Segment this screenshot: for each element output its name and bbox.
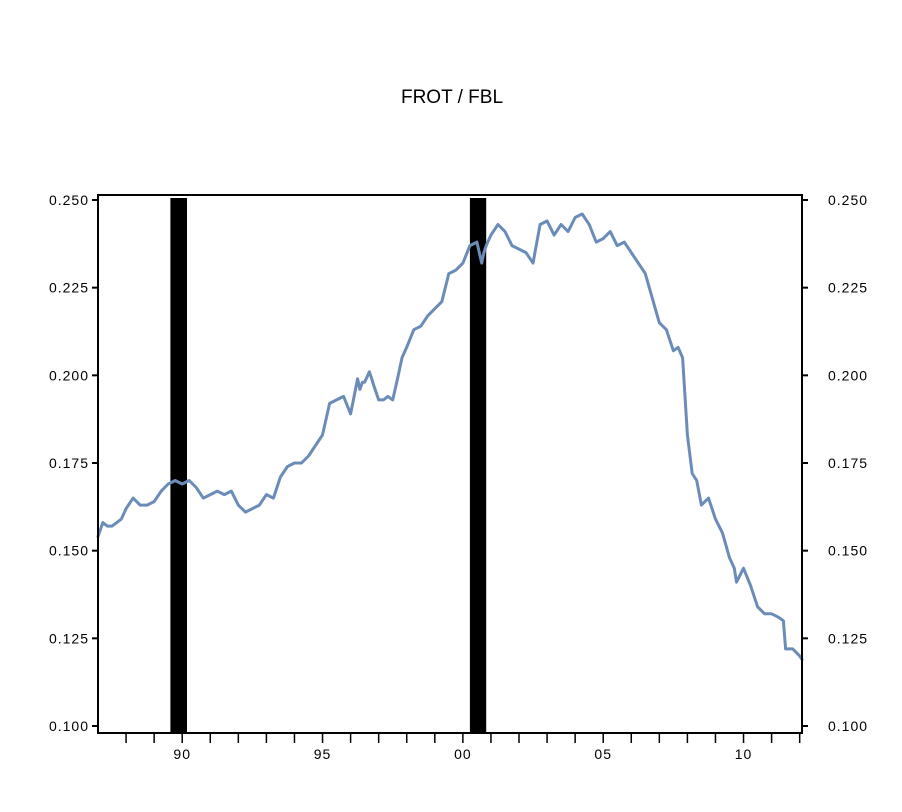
- chart-title: FROT / FBL: [401, 87, 503, 108]
- y-tick-label-right: 0.150: [828, 543, 868, 559]
- x-tick-label: 00: [454, 746, 472, 762]
- shaded-period-2: [469, 198, 487, 732]
- y-tick-label-left: 0.150: [49, 543, 89, 559]
- y-tick-label-right: 0.100: [828, 718, 868, 734]
- y-tick-label-left: 0.225: [49, 280, 89, 296]
- y-tick-label-left: 0.175: [49, 455, 89, 471]
- x-tick-label: 10: [735, 746, 753, 762]
- y-tick-label-right: 0.225: [828, 280, 868, 296]
- y-tick-label-left: 0.200: [49, 367, 89, 383]
- shaded-periods: [170, 198, 487, 732]
- shaded-period-1: [170, 198, 187, 732]
- x-tick-label: 95: [314, 746, 332, 762]
- x-tick-label: 90: [173, 746, 191, 762]
- plot-frame: [97, 194, 803, 734]
- y-tick-label-left: 0.250: [49, 192, 89, 208]
- y-tick-label-right: 0.125: [828, 630, 868, 646]
- x-tick-label: 05: [594, 746, 612, 762]
- series-line-1: [96, 212, 804, 661]
- series-lines: [96, 212, 804, 661]
- y-tick-label-left: 0.125: [49, 630, 89, 646]
- y-tick-label-right: 0.200: [828, 367, 868, 383]
- y-tick-label-left: 0.100: [49, 718, 89, 734]
- y-tick-label-right: 0.250: [828, 192, 868, 208]
- y-tick-label-right: 0.175: [828, 455, 868, 471]
- axes: 0.100 0.100 0.125 0.125 0.150 0.150 0.175 0.175…: [49, 192, 868, 762]
